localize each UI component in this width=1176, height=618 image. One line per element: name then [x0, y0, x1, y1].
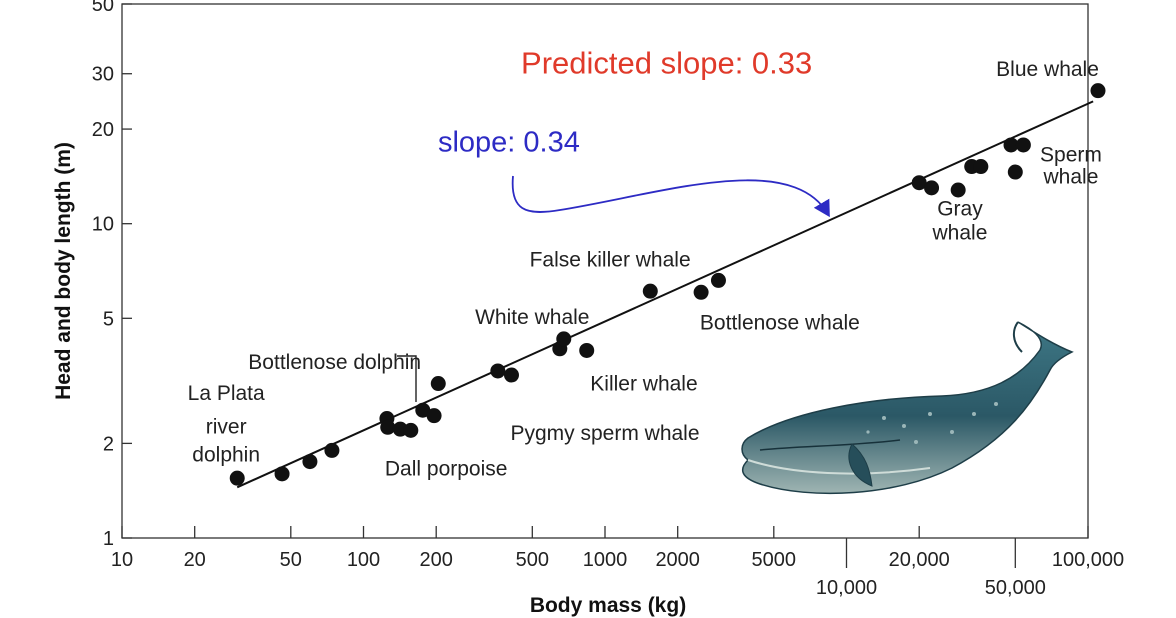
data-point [426, 408, 442, 424]
x-axis-ticks: 10 20 50 100 200 500 1000 2000 5000 10,000 20,000 5… [111, 526, 1124, 599]
species-label: False killer whale [530, 249, 691, 272]
species-label: Pygmy sperm whale [510, 422, 699, 445]
y-tick-label: 50 [92, 0, 114, 16]
data-point [430, 376, 446, 392]
data-point [710, 272, 726, 288]
data-point [556, 331, 572, 347]
species-label: Killer whale [590, 372, 697, 395]
species-label: White whale [475, 306, 589, 329]
species-label: Blue whale [996, 58, 1099, 81]
slope-arrow [511, 175, 830, 218]
bottlenose-dolphin-bracket [397, 355, 417, 402]
species-label: Bottlenose whale [700, 312, 860, 335]
data-point [403, 422, 419, 438]
x-tick-label: 1000 [583, 549, 628, 571]
x-tick-label: 50 [280, 549, 302, 571]
predicted-slope-label: Predicted slope: 0.33 [521, 46, 812, 81]
data-point [579, 342, 595, 358]
x-axis-title: Body mass (kg) [530, 594, 686, 617]
x-tick-label: 5000 [752, 549, 797, 571]
x-tick-label: 10 [111, 549, 133, 571]
data-point [503, 367, 519, 383]
y-tick-label: 1 [103, 528, 114, 550]
data-point [415, 402, 431, 418]
x-tick-label: 2000 [655, 549, 700, 571]
species-label: Gray [937, 198, 983, 221]
y-tick-label: 30 [92, 64, 114, 86]
fit-line [236, 100, 1094, 489]
species-label: river [206, 416, 247, 439]
data-point [950, 182, 966, 198]
data-point [1090, 83, 1106, 99]
data-point [693, 284, 709, 300]
species-label: Sperm [1040, 143, 1102, 166]
species-label: Dall porpoise [385, 458, 508, 481]
observed-slope-label: slope: 0.34 [438, 126, 580, 158]
x-tick-label: 200 [420, 549, 453, 571]
data-point [1003, 137, 1019, 153]
y-tick-label: 20 [92, 119, 114, 141]
species-label: dolphin [192, 444, 260, 467]
species-label: whale [1043, 166, 1099, 189]
data-point [1015, 137, 1031, 153]
x-tick-label: 500 [516, 549, 549, 571]
x-tick-label: 20,000 [889, 549, 950, 571]
x-tick-label: 100 [347, 549, 380, 571]
data-point [274, 466, 290, 482]
data-point [1007, 164, 1023, 180]
data-point [380, 419, 396, 435]
data-point [302, 454, 318, 470]
data-point [911, 175, 927, 191]
blue-whale-illustration [741, 321, 1074, 495]
y-tick-label: 2 [103, 433, 114, 455]
species-label: Bottlenose dolphin [248, 351, 421, 374]
y-tick-label: 5 [103, 308, 114, 330]
data-point [324, 442, 340, 458]
data-point [490, 363, 506, 379]
x-tick-label: 50,000 [985, 577, 1046, 599]
y-tick-label: 10 [92, 214, 114, 236]
x-tick-label: 100,000 [1052, 549, 1124, 571]
x-tick-label: 20 [184, 549, 206, 571]
data-points [229, 83, 1106, 486]
y-axis-ticks: 1 2 5 10 20 30 50 [92, 0, 132, 550]
data-point [973, 159, 989, 175]
species-label: whale [932, 222, 988, 245]
data-point [924, 180, 940, 196]
data-point [229, 470, 245, 486]
species-label: La Plata [188, 382, 265, 405]
data-point [642, 283, 658, 299]
x-tick-label: 10,000 [816, 577, 877, 599]
y-axis-title: Head and body length (m) [52, 142, 75, 400]
